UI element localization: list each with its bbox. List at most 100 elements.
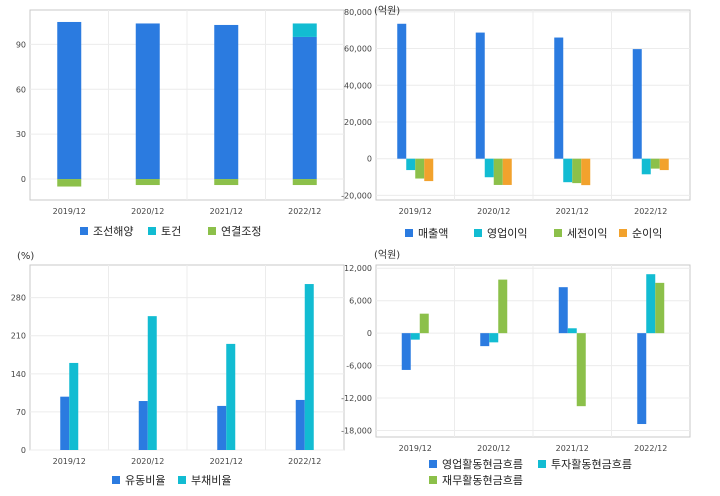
y-tick-label: 0 xyxy=(367,329,372,338)
legend-swatch xyxy=(619,229,627,237)
y-tick-label: 12,000 xyxy=(344,264,372,273)
bar-재무활동현금흐름 xyxy=(498,279,508,334)
y-tick-label: -6,000 xyxy=(346,362,372,371)
bar-조선해양 xyxy=(214,24,239,180)
bar-세전이익 xyxy=(572,158,582,184)
y-tick-label: -18,000 xyxy=(341,427,372,436)
y-tick-label: 20,000 xyxy=(344,118,372,127)
bar-순이익 xyxy=(659,158,669,171)
legend-swatch xyxy=(405,229,413,237)
bar-세전이익 xyxy=(415,158,425,179)
legend-label: 세전이익 xyxy=(567,227,607,240)
bar-순이익 xyxy=(424,158,434,182)
bar-부채비율 xyxy=(147,316,157,450)
legend-label: 순이익 xyxy=(632,227,662,240)
bar-세전이익 xyxy=(493,158,503,185)
unit-label: (억원) xyxy=(374,249,400,261)
legend-swatch xyxy=(429,476,437,484)
bar-매출액 xyxy=(632,49,642,159)
legend-label: 부채비율 xyxy=(191,474,231,487)
y-tick-label: 40,000 xyxy=(344,81,372,90)
chart-4: -18,000 -12,000 -6,000 0 6,000 12,000(억원) 2019… xyxy=(341,249,691,487)
x-tick-label: 2019/12 xyxy=(53,207,86,216)
chart-3: 0 70 140 210 280 (%) 2019/12 2020/12 2021/12 2022… xyxy=(11,251,345,487)
y-tick-label: 210 xyxy=(11,332,26,341)
bar-세전이익 xyxy=(650,158,660,169)
bar-연결조정 xyxy=(214,179,239,186)
bar-연결조정 xyxy=(135,179,160,186)
legend-label: 재무활동현금흐름 xyxy=(442,473,523,487)
x-tick-label: 2019/12 xyxy=(53,457,86,466)
legend-label: 연결조정 xyxy=(221,225,261,238)
bar-영업이익 xyxy=(563,158,573,183)
x-tick-label: 2021/12 xyxy=(556,444,589,453)
legend-swatch xyxy=(178,476,186,484)
x-tick-label: 2020/12 xyxy=(131,457,164,466)
y-tick-label: 0 xyxy=(21,446,26,455)
x-tick-label: 2022/12 xyxy=(634,444,667,453)
bar-영업이익 xyxy=(641,158,651,175)
y-tick-label: 0 xyxy=(21,175,26,184)
y-tick-label: 30 xyxy=(16,130,26,139)
legend-label: 조선해양 xyxy=(93,224,133,238)
y-tick-label: 80,000 xyxy=(344,8,372,17)
bar-조선해양 xyxy=(292,36,317,180)
bar-영업이익 xyxy=(484,158,494,178)
bar-유동비율 xyxy=(60,396,70,450)
chart-1: 0 30 60 90 2019/12 2020/12 2021/12 2022/12 조선해양 토… xyxy=(16,9,345,238)
bar-매출액 xyxy=(475,32,485,159)
legend-swatch xyxy=(554,229,562,237)
bar-매출액 xyxy=(397,23,407,159)
legend-label: 매출액 xyxy=(418,227,448,240)
y-tick-label: 0 xyxy=(367,155,372,164)
bar-영업활동현금흐름 xyxy=(480,333,490,347)
x-tick-label: 2019/12 xyxy=(399,207,432,216)
legend-swatch xyxy=(148,227,156,235)
bar-부채비율 xyxy=(69,362,79,450)
y-tick-label: 60,000 xyxy=(344,45,372,54)
legend-swatch xyxy=(429,460,437,468)
x-tick-label: 2022/12 xyxy=(288,207,321,216)
bar-투자활동현금흐름 xyxy=(567,328,577,334)
legend-swatch xyxy=(80,227,88,235)
y-tick-label: 6,000 xyxy=(349,297,372,306)
bar-순이익 xyxy=(581,158,591,186)
bar-유동비율 xyxy=(138,401,148,450)
y-tick-label: 60 xyxy=(16,85,26,94)
x-tick-label: 2022/12 xyxy=(288,457,321,466)
chart-2: -20,000 0 20,000 40,000 60,000 80,000 (억원) 2019… xyxy=(341,5,691,240)
bar-재무활동현금흐름 xyxy=(576,333,586,407)
legend-swatch xyxy=(538,460,546,468)
x-tick-label: 2021/12 xyxy=(210,457,243,466)
bar-유동비율 xyxy=(295,399,305,450)
bar-연결조정 xyxy=(57,179,82,187)
x-tick-label: 2019/12 xyxy=(399,444,432,453)
unit-label: (%) xyxy=(17,251,34,262)
legend-swatch xyxy=(112,476,120,484)
legend-label: 유동비율 xyxy=(125,474,165,487)
bar-영업활동현금흐름 xyxy=(401,333,411,370)
bar-토건 xyxy=(292,23,317,37)
bar-순이익 xyxy=(502,158,512,185)
y-tick-label: 140 xyxy=(11,370,26,379)
y-tick-label: -20,000 xyxy=(341,191,372,200)
y-tick-label: 280 xyxy=(11,294,26,303)
y-tick-label: 90 xyxy=(16,40,26,49)
bar-재무활동현금흐름 xyxy=(419,313,429,334)
legend-label: 토건 xyxy=(161,225,181,238)
bar-연결조정 xyxy=(292,179,317,186)
bar-조선해양 xyxy=(135,23,160,180)
legend-label: 투자활동현금흐름 xyxy=(551,457,632,471)
legend-label: 영업활동현금흐름 xyxy=(442,457,523,471)
bar-조선해양 xyxy=(57,21,82,180)
x-tick-label: 2020/12 xyxy=(477,444,510,453)
bar-영업활동현금흐름 xyxy=(637,333,647,425)
unit-label: (억원) xyxy=(374,5,400,17)
bar-영업이익 xyxy=(406,158,416,171)
x-tick-label: 2021/12 xyxy=(210,207,243,216)
legend-label: 영업이익 xyxy=(487,227,527,240)
bar-유동비율 xyxy=(217,405,227,450)
legend-swatch xyxy=(208,227,216,235)
legend-swatch xyxy=(474,229,482,237)
